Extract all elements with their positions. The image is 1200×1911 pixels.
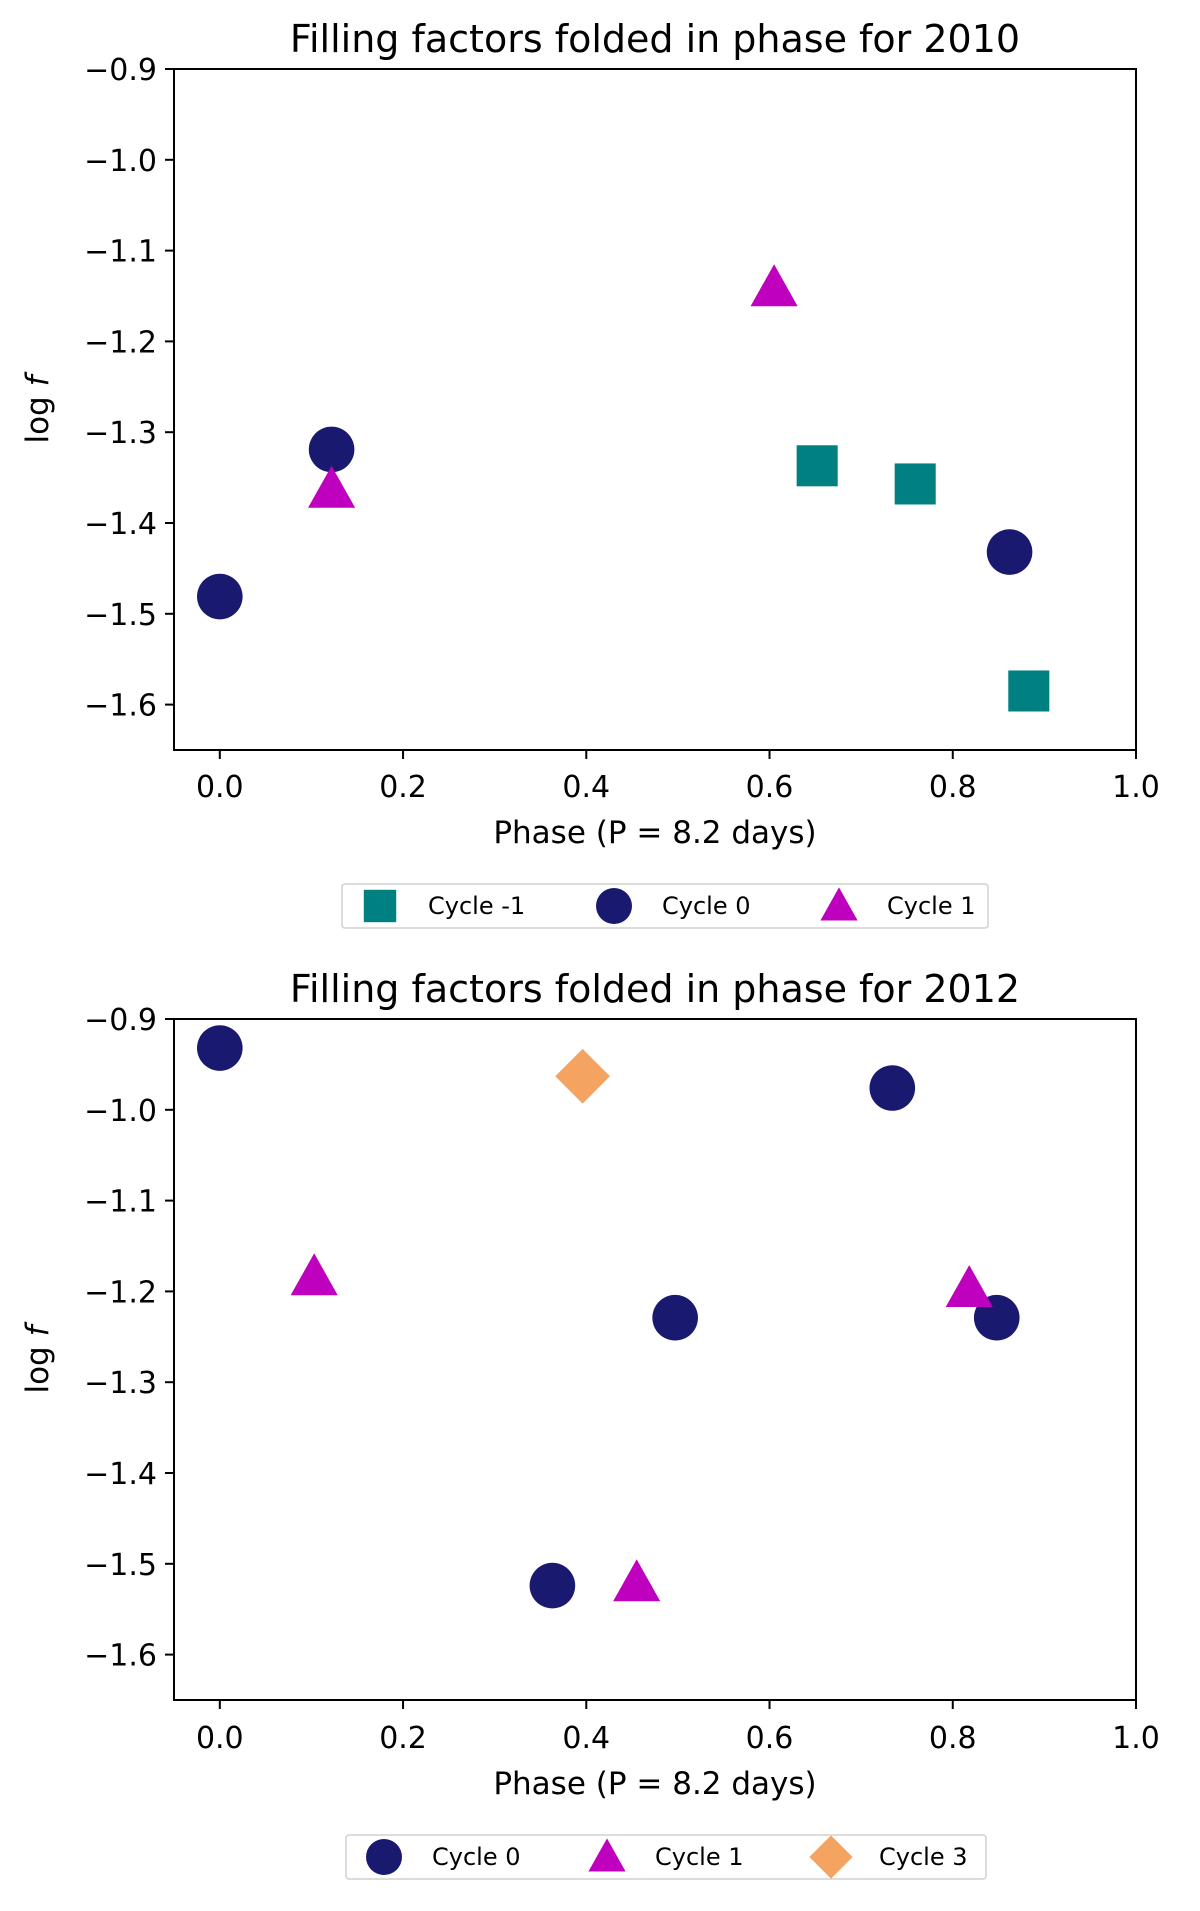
data-point-circle	[652, 1294, 698, 1341]
data-point-triangle	[308, 465, 356, 508]
legend-label: Cycle 0	[432, 1843, 521, 1871]
legend: Cycle -1 Cycle 0 Cycle 1	[341, 883, 989, 929]
chart-1: Filling factors folded in phase for 2010…	[20, 17, 1160, 929]
y-tick-label: −1.6	[84, 1639, 157, 1674]
data-point-circle	[986, 529, 1033, 575]
x-tick-label: 0.8	[929, 770, 977, 805]
y-tick-label: −1.2	[84, 325, 157, 360]
chart-title: Filling factors folded in phase for 2012	[290, 967, 1020, 1011]
data-point-triangle	[945, 1265, 993, 1308]
chart-title: Filling factors folded in phase for 2010	[290, 17, 1020, 61]
data-point-triangle	[750, 264, 798, 307]
legend-label: Cycle -1	[428, 892, 525, 920]
x-tick-label: 0.8	[929, 1721, 977, 1756]
legend-marker-square	[363, 889, 397, 923]
legend-label: Cycle 0	[662, 892, 751, 920]
x-tick-label: 1.0	[1112, 1721, 1160, 1756]
y-tick-label: −1.4	[84, 1457, 157, 1492]
legend-label: Cycle 3	[879, 1843, 968, 1871]
data-point-circle	[308, 426, 355, 473]
x-axis-label: Phase (P = 8.2 days)	[493, 1766, 816, 1802]
plot-frame	[173, 68, 1137, 751]
chart-2: Filling factors folded in phase for 2012…	[20, 967, 1160, 1880]
data-point-circle	[197, 573, 243, 620]
y-tick-label: −1.1	[84, 235, 157, 270]
data-point-square	[894, 463, 936, 505]
x-tick-label: 0.0	[196, 1721, 244, 1756]
y-tick-label: −0.9	[84, 1003, 157, 1038]
y-axis-label-prefix: log	[20, 386, 56, 443]
x-tick-label: 0.4	[562, 770, 610, 805]
data-point-triangle	[613, 1559, 661, 1602]
y-tick-label: −1.3	[84, 1366, 157, 1401]
legend-label: Cycle 1	[655, 1843, 744, 1871]
legend-marker-circle	[596, 888, 632, 924]
data-point-circle	[529, 1562, 576, 1609]
x-tick-label: 0.6	[746, 770, 794, 805]
y-axis-label-prefix: log	[20, 1336, 56, 1393]
data-point-square	[796, 445, 838, 487]
x-tick-label: 0.2	[379, 770, 427, 805]
legend-marker-triangle	[820, 887, 858, 921]
x-tick-label: 0.4	[562, 1721, 610, 1756]
data-point-circle	[869, 1065, 916, 1111]
legend-marker-circle	[366, 1839, 402, 1875]
y-tick-label: −1.3	[84, 416, 157, 451]
x-tick-label: 0.6	[746, 1721, 794, 1756]
legend-marker-diamond	[809, 1835, 853, 1879]
x-tick-label: 0.0	[196, 770, 244, 805]
data-point-square	[1008, 670, 1050, 712]
data-point-triangle	[290, 1253, 338, 1296]
data-point-diamond	[555, 1048, 610, 1104]
y-tick-label: −0.9	[84, 53, 157, 88]
y-tick-label: −1.0	[84, 144, 157, 179]
plot-frame	[173, 1018, 1137, 1701]
y-tick-label: −1.4	[84, 507, 157, 542]
y-axis-label: log f	[20, 1321, 56, 1393]
legend: Cycle 0 Cycle 1 Cycle 3	[345, 1834, 987, 1880]
y-tick-label: −1.1	[84, 1185, 157, 1220]
y-tick-label: −1.6	[84, 689, 157, 724]
x-tick-label: 0.2	[379, 1721, 427, 1756]
y-tick-label: −1.5	[84, 1548, 157, 1583]
x-tick-label: 1.0	[1112, 770, 1160, 805]
legend-marker-triangle	[588, 1838, 626, 1872]
y-tick-label: −1.0	[84, 1094, 157, 1129]
legend-label: Cycle 1	[887, 892, 976, 920]
x-axis-label: Phase (P = 8.2 days)	[493, 815, 816, 851]
data-point-circle	[197, 1025, 243, 1071]
y-tick-label: −1.5	[84, 598, 157, 633]
y-tick-label: −1.2	[84, 1275, 157, 1310]
y-axis-label: log f	[20, 371, 56, 443]
